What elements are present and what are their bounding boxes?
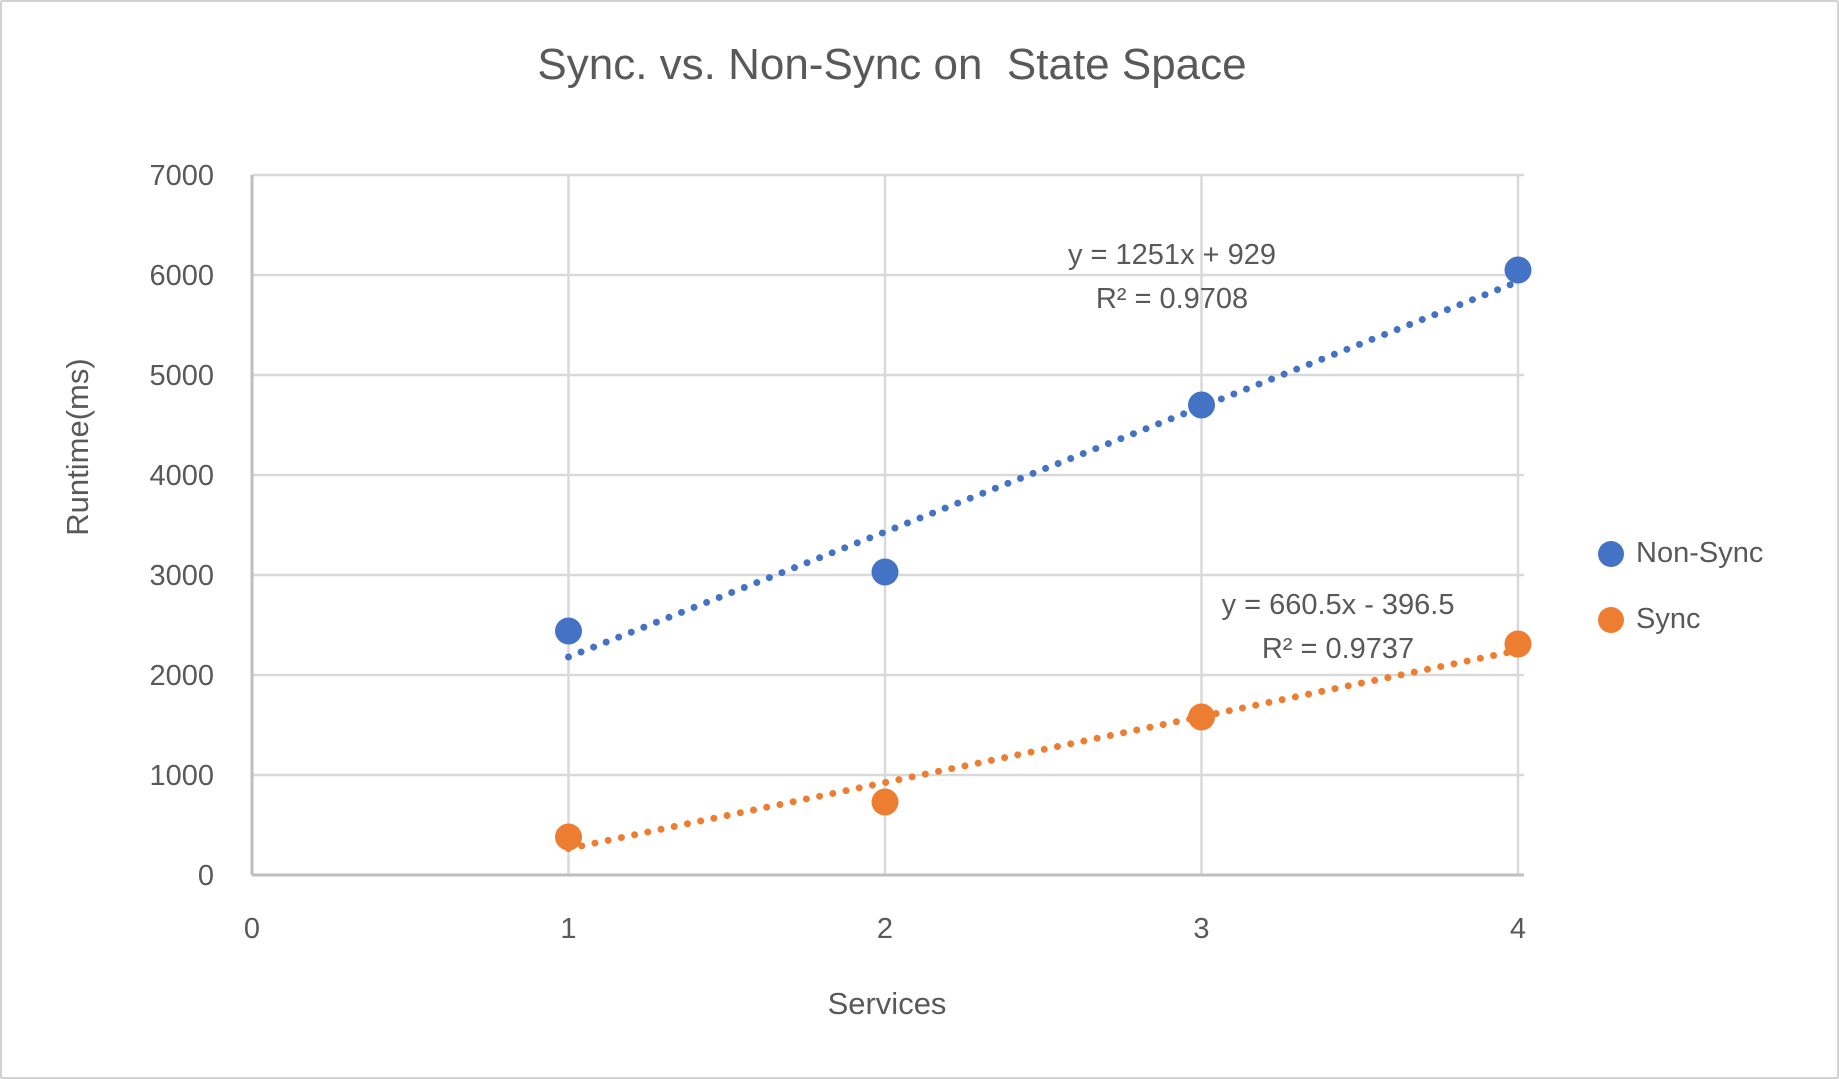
data-point-sync[interactable] xyxy=(1504,630,1532,658)
legend: Non-Sync Sync xyxy=(1598,537,1763,636)
data-point-sync[interactable] xyxy=(871,788,899,816)
data-point-non-sync[interactable] xyxy=(871,558,899,586)
y-tick-label: 7000 xyxy=(149,160,214,192)
x-tick-label: 2 xyxy=(877,913,893,945)
x-tick-label: 0 xyxy=(244,913,260,945)
x-tick-label: 3 xyxy=(1193,913,1209,945)
trendline-sync xyxy=(565,646,1522,853)
legend-label-non-sync: Non-Sync xyxy=(1636,537,1764,569)
data-point-non-sync[interactable] xyxy=(1188,391,1215,419)
y-tick-label: 5000 xyxy=(149,360,214,392)
legend-item-non-sync[interactable]: Non-Sync xyxy=(1598,537,1763,570)
trendline-r2-sync: R² = 0.9737 xyxy=(1261,633,1415,665)
chart-title: Sync. vs. Non-Sync on State Space xyxy=(537,40,1247,89)
y-tick-label: 2000 xyxy=(149,660,214,692)
x-tick-label: 4 xyxy=(1510,913,1526,945)
y-tick-label: 4000 xyxy=(149,460,214,492)
legend-marker-sync xyxy=(1598,606,1624,633)
trendline-equation-sync: y = 660.5x - 396.5 xyxy=(1221,589,1455,621)
y-tick-label: 0 xyxy=(198,860,214,892)
x-tick-label: 1 xyxy=(560,913,576,945)
data-point-non-sync[interactable] xyxy=(1504,256,1532,284)
x-axis-title: Services xyxy=(827,986,947,1021)
data-point-sync[interactable] xyxy=(1188,703,1215,731)
trendline-label-non-sync: y = 1251x + 929 R² = 0.9708 xyxy=(1068,233,1276,321)
trendline-non-sync xyxy=(565,278,1522,661)
y-tick-label: 3000 xyxy=(149,560,214,592)
legend-label-sync: Sync xyxy=(1636,603,1701,635)
legend-item-sync[interactable]: Sync xyxy=(1598,603,1763,636)
legend-marker-non-sync xyxy=(1598,540,1624,567)
trendline-r2-non-sync: R² = 0.9708 xyxy=(1095,283,1249,315)
trendline-label-sync: y = 660.5x - 396.5 R² = 0.9737 xyxy=(1222,583,1455,671)
y-tick-label: 1000 xyxy=(149,760,214,792)
data-point-non-sync[interactable] xyxy=(555,617,582,645)
data-point-sync[interactable] xyxy=(555,823,582,851)
y-tick-label: 6000 xyxy=(149,260,214,292)
trendline-equation-non-sync: y = 1251x + 929 xyxy=(1068,239,1276,271)
